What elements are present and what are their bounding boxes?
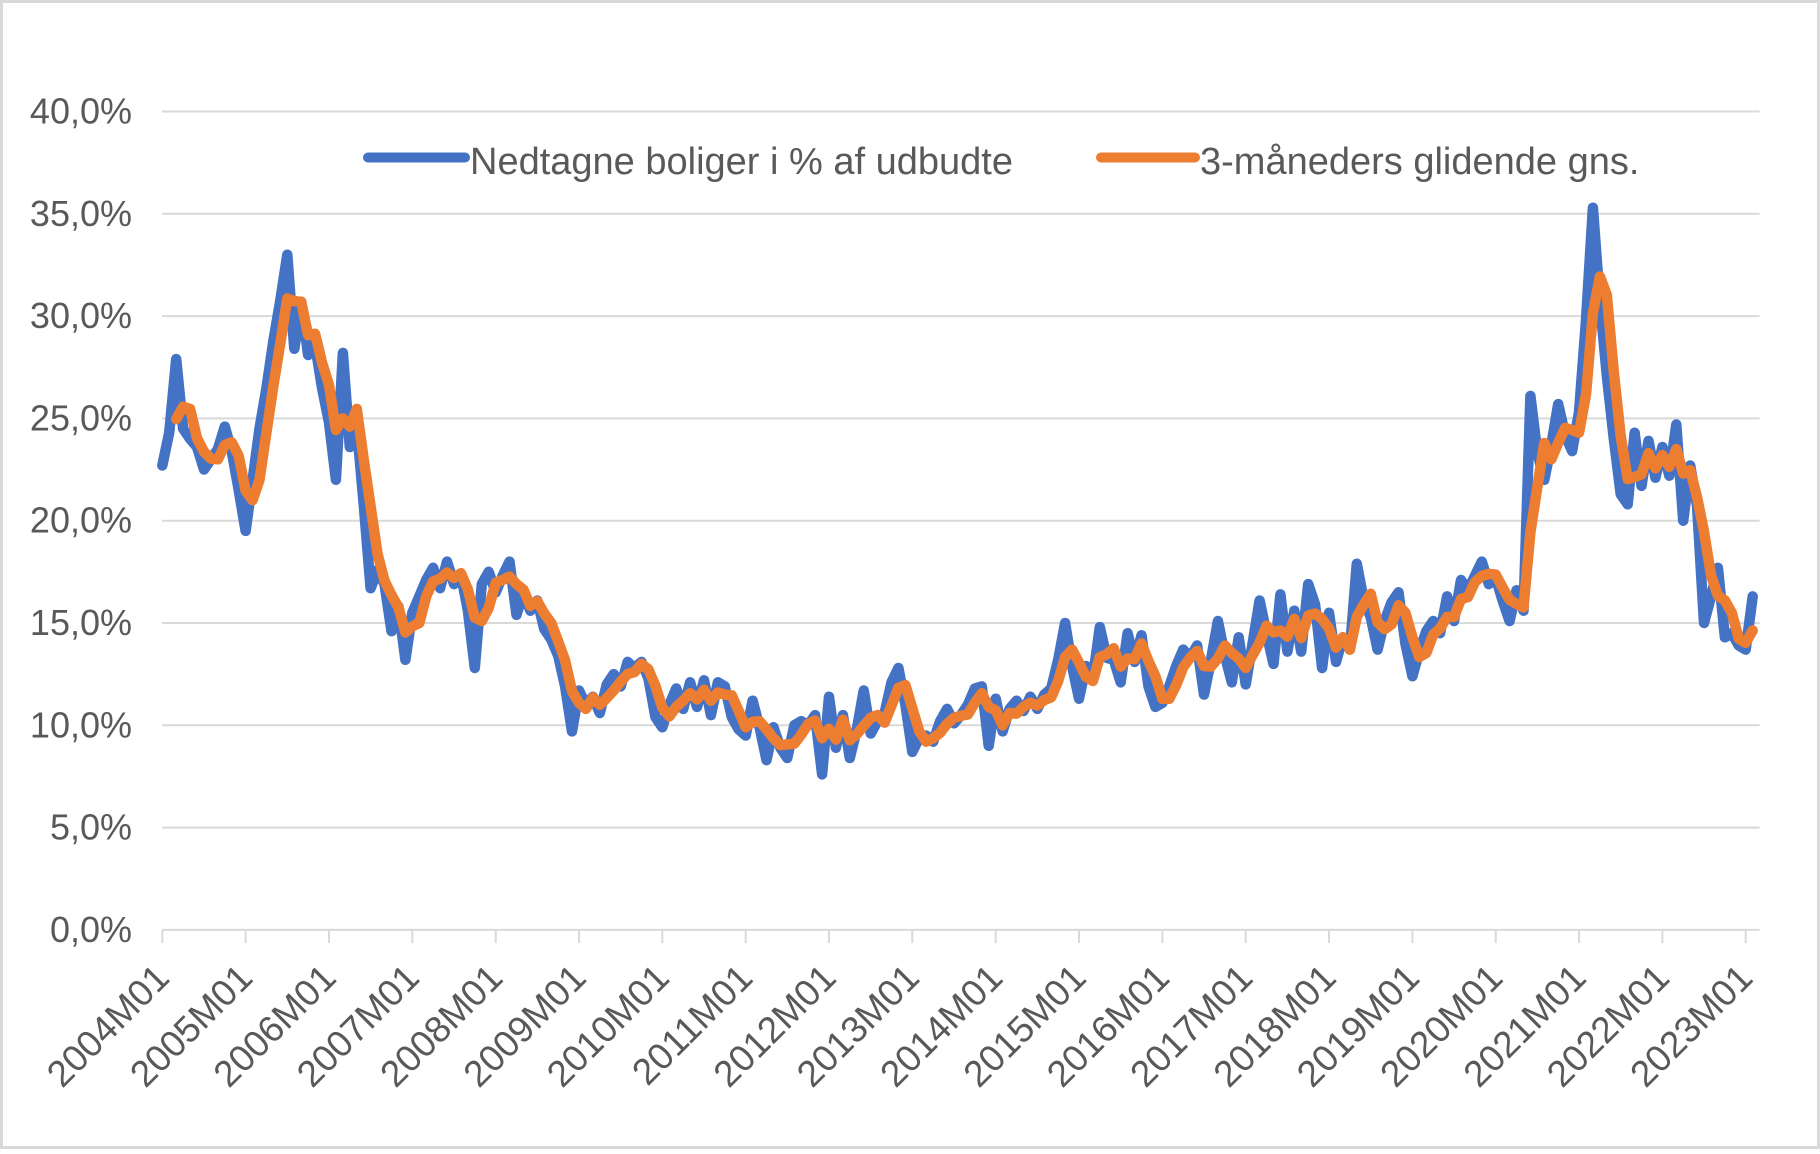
svg-text:35,0%: 35,0% bbox=[30, 193, 132, 234]
svg-text:Nedtagne boliger i % af udbudt: Nedtagne boliger i % af udbudte bbox=[470, 141, 1013, 183]
svg-text:10,0%: 10,0% bbox=[30, 704, 132, 745]
svg-text:5,0%: 5,0% bbox=[50, 807, 132, 848]
svg-text:0,0%: 0,0% bbox=[50, 909, 132, 950]
svg-text:40,0%: 40,0% bbox=[30, 91, 132, 132]
svg-text:30,0%: 30,0% bbox=[30, 295, 132, 336]
svg-text:20,0%: 20,0% bbox=[30, 500, 132, 541]
svg-text:25,0%: 25,0% bbox=[30, 397, 132, 438]
svg-text:15,0%: 15,0% bbox=[30, 602, 132, 643]
svg-text:3-måneders glidende gns.: 3-måneders glidende gns. bbox=[1200, 141, 1639, 183]
